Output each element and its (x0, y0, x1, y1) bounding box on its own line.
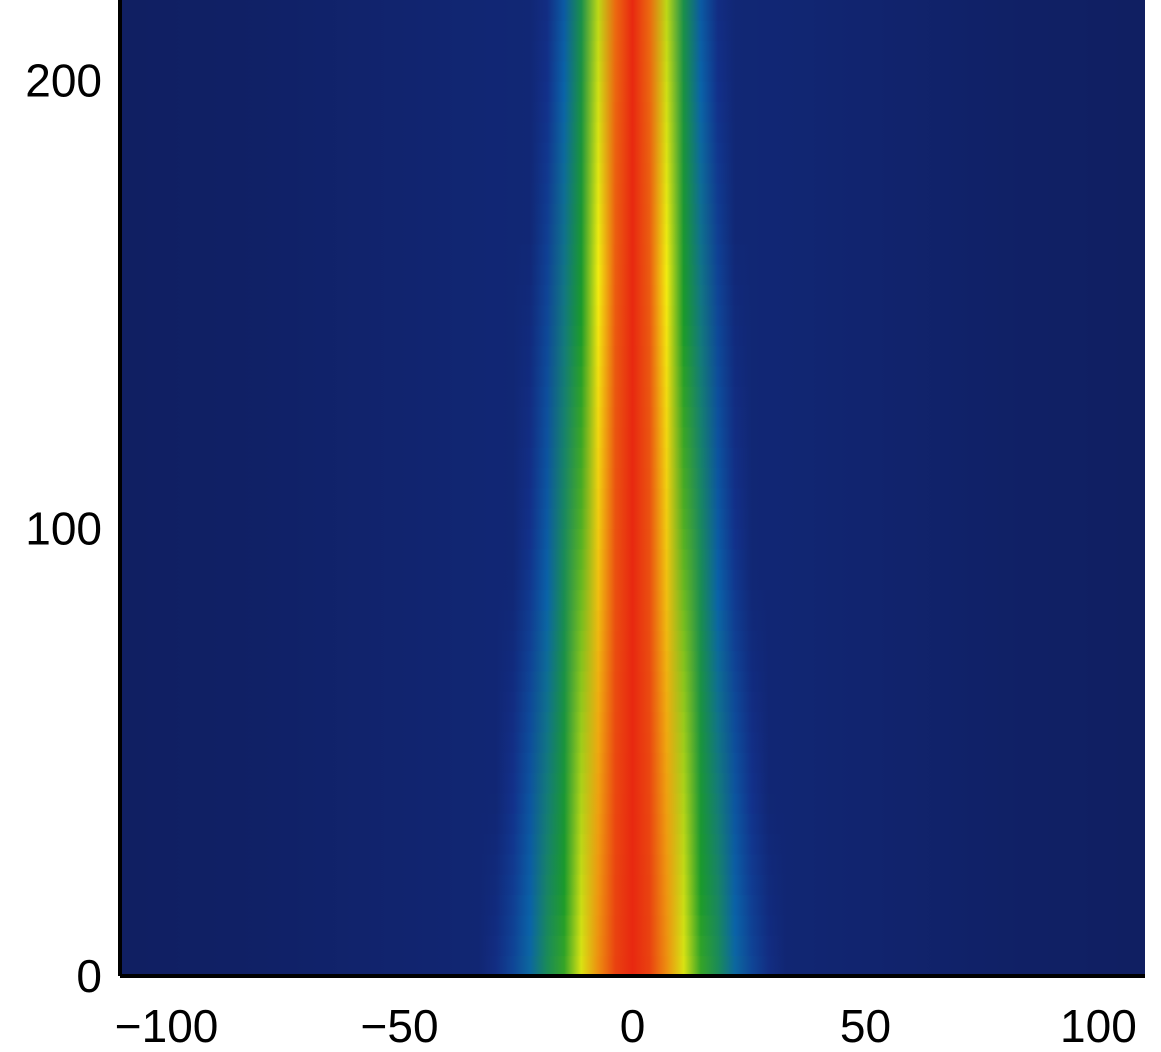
heatmap-strip (120, 934, 1145, 957)
heatmap-strip (120, 101, 1145, 123)
x-tick-label: −50 (361, 1000, 439, 1052)
heatmap-strip (120, 589, 1145, 611)
heatmap-strip (120, 223, 1145, 245)
heatmap-area (120, 0, 1145, 976)
heatmap-strip (120, 406, 1145, 428)
heatmap-strip (120, 80, 1145, 103)
heatmap-strip (120, 955, 1145, 976)
x-axis-ticks: −100 −50 0 50 100 (115, 1000, 1137, 1052)
y-axis-ticks: 0 100 200 (25, 55, 102, 1002)
heatmap-strip (120, 629, 1145, 652)
heatmap-strip (120, 711, 1145, 733)
heatmap-strip (120, 263, 1145, 286)
heatmap-strip (120, 202, 1145, 225)
heatmap-strip (120, 284, 1145, 306)
heatmap-strip (120, 609, 1145, 631)
heatmap-strip (120, 507, 1145, 530)
heatmap-strip (120, 446, 1145, 469)
heatmap-strip (120, 385, 1145, 408)
heatmap-strip (120, 426, 1145, 448)
heatmap-strip (120, 487, 1145, 509)
y-tick-label: 0 (76, 950, 102, 1002)
heatmap-strip (120, 650, 1145, 672)
y-tick-label: 100 (25, 502, 102, 554)
heatmap-strip (120, 853, 1145, 875)
heatmap-strip (120, 528, 1145, 550)
heatmap-strip (120, 141, 1145, 164)
heatmap-strip (120, 324, 1145, 347)
heatmap-strip (120, 894, 1145, 916)
heatmap-strip (120, 0, 1145, 21)
x-tick-label: 0 (620, 1000, 646, 1052)
heatmap-strip (120, 731, 1145, 753)
heatmap-strip (120, 812, 1145, 835)
x-tick-label: 100 (1060, 1000, 1137, 1052)
axes (118, 0, 1145, 978)
heatmap-strip (120, 243, 1145, 265)
heatmap-strip (120, 304, 1145, 326)
heatmap-strip (120, 60, 1145, 82)
heatmap-strip (120, 162, 1145, 184)
heatmap-strip (120, 121, 1145, 143)
heatmap-strip (120, 568, 1145, 591)
heatmap-strip (120, 182, 1145, 204)
heatmap-strip (120, 40, 1145, 62)
heatmap-strip (120, 914, 1145, 936)
heatmap-strip (120, 467, 1145, 489)
heatmap-strip (120, 690, 1145, 713)
heatmap-strip (120, 548, 1145, 570)
heatmap-strip (120, 670, 1145, 692)
heatmap-strip (120, 19, 1145, 42)
x-tick-label: −100 (115, 1000, 219, 1052)
heatmap-strip (120, 873, 1145, 896)
heatmap-strip (120, 345, 1145, 367)
heatmap-strip (120, 833, 1145, 855)
heatmap-strip (120, 365, 1145, 387)
heatmap-strip (120, 772, 1145, 794)
x-tick-label: 50 (840, 1000, 891, 1052)
heatmap-strip (120, 751, 1145, 774)
heatmap-strip (120, 792, 1145, 814)
y-tick-label: 200 (25, 55, 102, 107)
